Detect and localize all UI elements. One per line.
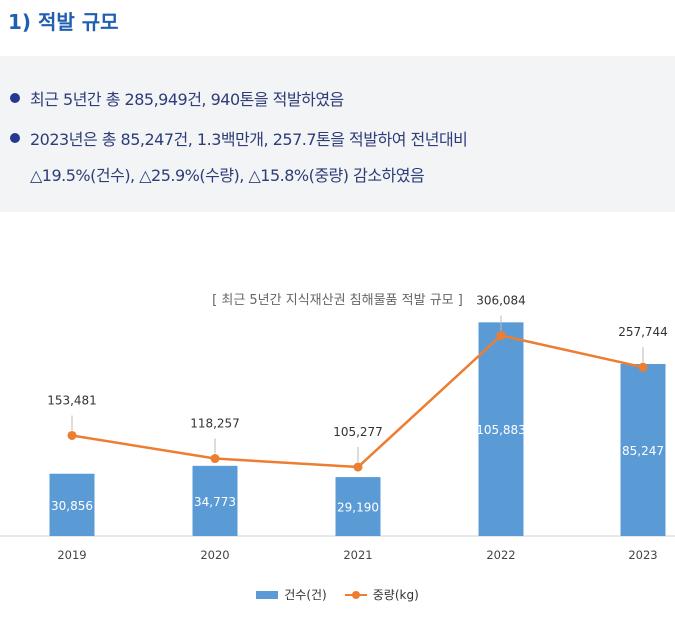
summary-bullet-2-continuation: △19.5%(건수), △25.9%(수량), △15.8%(중량) 감소하였음 [30, 166, 425, 185]
section-heading: 1) 적발 규모 [8, 10, 119, 34]
legend-label-count: 건수(건) [284, 588, 327, 602]
x-tick-label: 2022 [486, 548, 515, 562]
bar-value-label: 85,247 [622, 444, 664, 458]
legend-item-count: 건수(건) [256, 586, 327, 603]
x-tick-label: 2019 [57, 548, 86, 562]
bar-2022 [478, 322, 524, 536]
bar-value-label: 105,883 [476, 423, 526, 437]
weight-point-2023 [638, 362, 648, 372]
weight-point-2019 [67, 430, 77, 440]
chart-title: [ 최근 5년간 지식재산권 침해물품 적발 규모 ] [212, 293, 463, 308]
legend-item-weight: 중량(kg) [344, 586, 419, 603]
weight-value-label: 118,257 [190, 417, 240, 431]
weight-value-label: 105,277 [333, 425, 383, 439]
weight-point-2022 [496, 330, 506, 340]
weight-point-2021 [353, 462, 363, 472]
bar-value-label: 30,856 [51, 499, 93, 513]
weight-point-2020 [210, 454, 220, 464]
x-tick-label: 2023 [628, 548, 657, 562]
legend-line-swatch [344, 590, 367, 600]
bullet-icon [10, 93, 20, 103]
summary-bullet-1: 최근 5년간 총 285,949건, 940톤을 적발하였음 [30, 90, 344, 109]
summary-bullet-2: 2023년은 총 85,247건, 1.3백만개, 257.7톤을 적발하여 전… [30, 130, 468, 149]
bar-2021 [335, 477, 381, 536]
bar-2019 [49, 473, 95, 536]
chart-legend: 건수(건) 중량(kg) [0, 586, 675, 603]
bar-2023 [620, 363, 666, 536]
x-tick-label: 2020 [200, 548, 229, 562]
weight-value-label: 153,481 [47, 393, 97, 407]
bar-2020 [192, 465, 238, 536]
summary-box: 최근 5년간 총 285,949건, 940톤을 적발하였음 2023년은 총 … [0, 56, 675, 212]
legend-bar-swatch [256, 590, 279, 599]
weight-value-label: 306,084 [476, 293, 526, 307]
weight-value-label: 257,744 [618, 325, 668, 339]
bar-value-label: 29,190 [337, 501, 379, 515]
x-tick-label: 2021 [343, 548, 372, 562]
legend-label-weight: 중량(kg) [372, 588, 419, 602]
bullet-icon [10, 133, 20, 143]
bar-value-label: 34,773 [194, 495, 236, 509]
